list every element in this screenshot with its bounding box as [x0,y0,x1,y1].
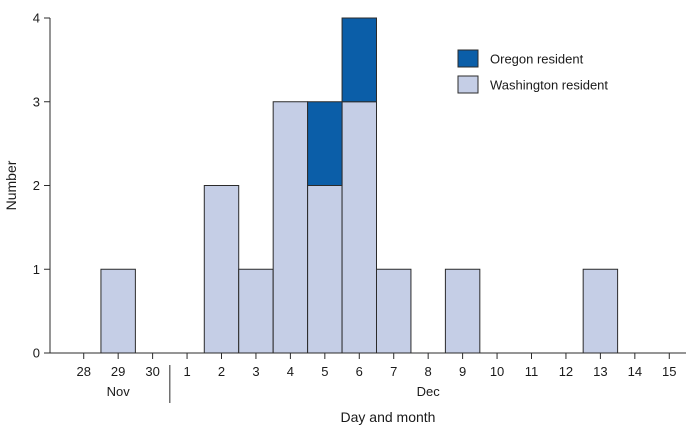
x-tick-label-15: 15 [662,364,676,379]
legend: Oregon resident Washington resident [457,49,608,94]
bar-washington-resident-5 [307,185,343,354]
bar-washington-resident-4 [272,101,309,354]
bar-washington-resident-9 [444,268,481,354]
y-tick-label-4: 4 [33,11,40,26]
bars-group [100,17,619,354]
bar-washington-resident-13 [582,268,619,354]
y-tick-label-1: 1 [33,262,40,277]
x-tick-label-12: 12 [559,364,573,379]
x-tick-label-2: 2 [218,364,225,379]
legend-swatch-oregon-resident [457,49,479,68]
bar-oregon-resident-6 [341,17,377,103]
x-tick-label-1: 1 [183,364,190,379]
bar-washington-resident-2 [203,185,240,354]
x-tick-label-30: 30 [145,364,159,379]
x-tick-label-8: 8 [425,364,432,379]
x-tick-label-7: 7 [390,364,397,379]
bar-oregon-resident-5 [307,101,343,186]
y-tick-label-0: 0 [33,346,40,361]
x-tick-label-6: 6 [356,364,363,379]
y-tick-label-2: 2 [33,178,40,193]
x-tick-label-5: 5 [321,364,328,379]
y-tick-label-3: 3 [33,94,40,109]
legend-swatch-washington-resident [457,75,479,94]
legend-label-washington-resident: Washington resident [490,78,608,93]
month-label-dec: Dec [417,384,441,399]
x-tick-label-4: 4 [287,364,294,379]
x-tick-label-13: 13 [593,364,607,379]
month-label-nov: Nov [107,384,131,399]
x-axis-title: Day and month [341,409,436,425]
bar-washington-resident-6 [341,101,377,354]
x-tick-label-29: 29 [111,364,125,379]
bar-washington-resident-3 [238,268,274,354]
legend-label-oregon-resident: Oregon resident [490,52,584,67]
x-tick-label-10: 10 [490,364,504,379]
x-tick-label-9: 9 [459,364,466,379]
bar-washington-resident-29 [100,268,136,354]
x-tick-label-28: 28 [76,364,90,379]
y-axis-title: Number [3,160,19,210]
x-tick-label-11: 11 [525,364,539,379]
x-tick-label-14: 14 [628,364,642,379]
x-tick-label-3: 3 [252,364,259,379]
bar-washington-resident-7 [376,268,412,354]
